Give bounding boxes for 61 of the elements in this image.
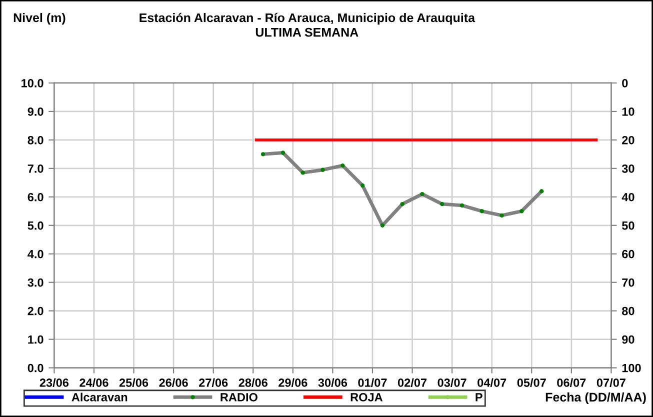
point bbox=[500, 213, 504, 218]
y2-tick-label: 40 bbox=[622, 192, 634, 202]
point bbox=[260, 152, 266, 156]
y2-tick-label: 60 bbox=[622, 250, 634, 258]
y2-tick-label: 90 bbox=[622, 335, 634, 344]
y-axis-title: Nivel (m) bbox=[14, 12, 66, 25]
x-tick-label: 25/06 bbox=[119, 378, 148, 387]
x-axis-title: Fecha (DD/M/AA) bbox=[546, 392, 646, 404]
x-tick-label: 06/07 bbox=[557, 378, 586, 387]
y-tick-label: 9.0 bbox=[28, 108, 44, 116]
point bbox=[440, 202, 444, 206]
y-tick-label: 1.0 bbox=[28, 335, 44, 344]
y2-tick-label: 30 bbox=[622, 164, 634, 173]
x-tick-label: 04/07 bbox=[478, 378, 506, 387]
point bbox=[520, 209, 524, 214]
y-tick-label: 4.0 bbox=[28, 250, 44, 258]
point bbox=[400, 202, 404, 206]
point bbox=[340, 163, 345, 168]
line-series bbox=[260, 150, 544, 228]
point bbox=[280, 150, 286, 155]
y2-tick-label: 80 bbox=[622, 306, 634, 316]
y2-tick-label: 10 bbox=[622, 108, 634, 116]
point bbox=[300, 170, 305, 175]
x-tick-label: 23/06 bbox=[40, 378, 69, 387]
y-tick-label: 8.0 bbox=[28, 136, 44, 144]
x-tick-label: 28/06 bbox=[238, 378, 268, 387]
point bbox=[360, 183, 365, 188]
x-tick-label: 01/07 bbox=[358, 378, 387, 387]
chart-title: Estación Alcaravan - Río Arauca, Municipio de Arauquita bbox=[140, 12, 476, 25]
legend-label: ROJA bbox=[350, 393, 383, 402]
chart-subtitle: ULTIMA SEMANA bbox=[256, 28, 358, 37]
point bbox=[320, 168, 325, 172]
y2-tick-label: 0 bbox=[622, 79, 628, 88]
legend-label: Alcaravan bbox=[72, 392, 128, 402]
y2-tick-label: 20 bbox=[622, 136, 634, 144]
y2-tick-label: 100 bbox=[622, 364, 641, 372]
x-tick-label: 07/07 bbox=[596, 378, 626, 387]
y-tick-label: 0.0 bbox=[28, 364, 44, 372]
point bbox=[540, 189, 544, 194]
y-tick-label: 10.0 bbox=[22, 79, 44, 88]
x-tick-label: 24/06 bbox=[80, 378, 108, 387]
legend-label: RADIO bbox=[220, 393, 258, 402]
y-tick-label: 3.0 bbox=[28, 278, 44, 287]
y2-tick-label: 70 bbox=[622, 278, 634, 287]
y-tick-label: 5.0 bbox=[28, 221, 44, 230]
x-tick-label: 29/06 bbox=[278, 378, 308, 387]
y-tick-label: 2.0 bbox=[28, 306, 44, 316]
y2-tick-label: 50 bbox=[622, 221, 634, 230]
x-tick-label: 30/06 bbox=[318, 378, 348, 387]
x-tick-label: 26/06 bbox=[159, 378, 188, 387]
x-tick-label: 05/07 bbox=[517, 378, 546, 387]
point bbox=[460, 203, 464, 208]
point bbox=[480, 209, 484, 214]
point bbox=[380, 223, 385, 228]
x-tick-label: 03/07 bbox=[438, 378, 466, 387]
x-tick-label: 27/06 bbox=[198, 378, 228, 387]
point bbox=[420, 192, 424, 196]
y-tick-label: 6.0 bbox=[28, 192, 44, 202]
legend-label: P bbox=[476, 393, 482, 402]
x-tick-label: 02/07 bbox=[398, 378, 427, 387]
y-tick-label: 7.0 bbox=[28, 164, 44, 173]
